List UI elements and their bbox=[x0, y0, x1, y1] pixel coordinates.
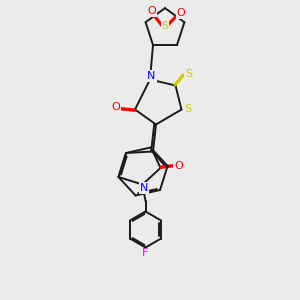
Text: O: O bbox=[111, 102, 120, 112]
Text: S: S bbox=[184, 104, 191, 115]
Text: O: O bbox=[148, 6, 157, 16]
Text: F: F bbox=[142, 248, 149, 259]
Text: N: N bbox=[140, 183, 148, 193]
Text: O: O bbox=[177, 8, 186, 18]
Text: N: N bbox=[147, 71, 156, 81]
Text: S: S bbox=[185, 69, 192, 79]
Text: S: S bbox=[161, 21, 169, 31]
Text: O: O bbox=[174, 161, 183, 171]
